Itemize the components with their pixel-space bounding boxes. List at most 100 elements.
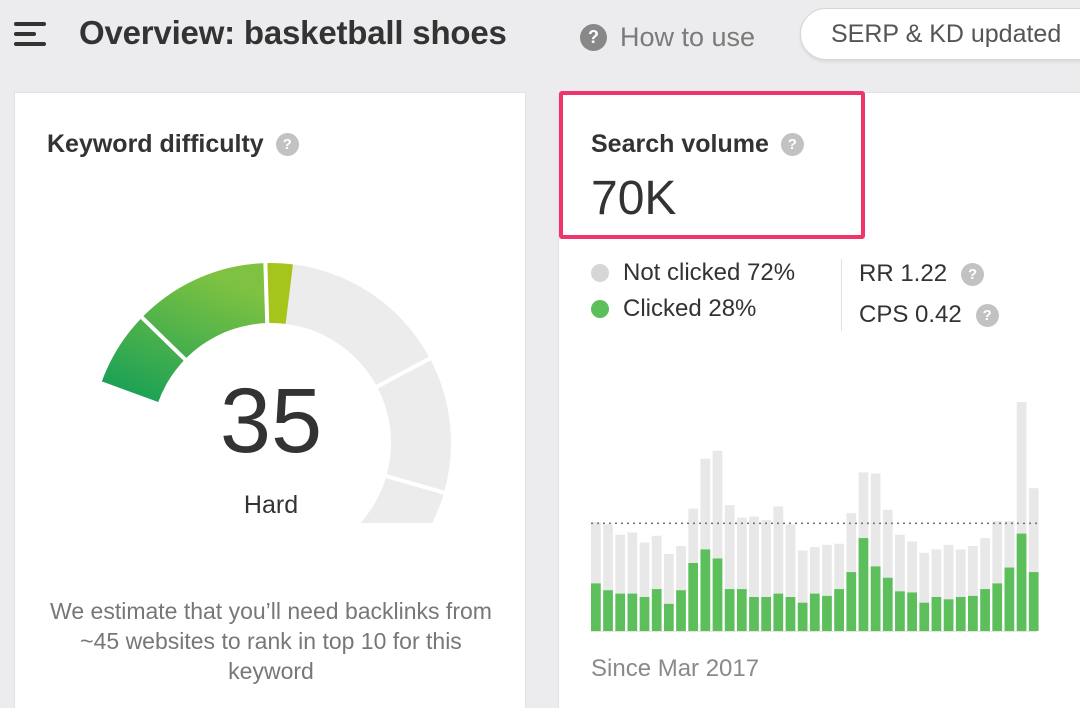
bar-clicked[interactable] bbox=[676, 590, 686, 631]
bar-clicked[interactable] bbox=[724, 589, 735, 631]
bar-not-clicked[interactable] bbox=[603, 524, 613, 591]
search-volume-chart bbox=[591, 402, 1039, 632]
keyword-difficulty-card: Keyword difficulty ? 35 Hard We estimate… bbox=[14, 92, 526, 708]
search-volume-value: 70K bbox=[591, 172, 677, 225]
bar-clicked[interactable] bbox=[785, 597, 796, 631]
bar-clicked[interactable] bbox=[943, 599, 954, 631]
bar-clicked[interactable] bbox=[895, 591, 905, 631]
bar-not-clicked[interactable] bbox=[785, 524, 796, 597]
gauge-separator bbox=[383, 473, 447, 496]
bar-not-clicked[interactable] bbox=[627, 532, 638, 594]
bar-clicked[interactable] bbox=[834, 589, 845, 631]
keyword-difficulty-description: We estimate that you’ll need backlinks f… bbox=[50, 598, 492, 684]
bar-clicked[interactable] bbox=[931, 597, 942, 631]
bar-not-clicked[interactable] bbox=[895, 534, 905, 592]
keyword-difficulty-title: Keyword difficulty bbox=[47, 130, 264, 158]
bar-clicked[interactable] bbox=[846, 572, 857, 631]
bar-clicked[interactable] bbox=[992, 583, 1003, 631]
bar-not-clicked[interactable] bbox=[615, 534, 626, 594]
bar-not-clicked[interactable] bbox=[968, 546, 978, 596]
bar-not-clicked[interactable] bbox=[797, 550, 808, 603]
bar-clicked[interactable] bbox=[919, 602, 930, 631]
bar-not-clicked[interactable] bbox=[749, 516, 759, 597]
search-volume-title: Search volume bbox=[591, 130, 769, 158]
search-volume-heading: Search volume ? bbox=[591, 130, 804, 159]
bar-clicked[interactable] bbox=[809, 593, 820, 631]
bar-clicked[interactable] bbox=[603, 590, 613, 631]
bar-not-clicked[interactable] bbox=[907, 541, 917, 593]
bar-clicked[interactable] bbox=[1016, 533, 1027, 631]
bar-not-clicked[interactable] bbox=[882, 509, 893, 578]
metric-cps: CPS 0.42 ? bbox=[859, 301, 999, 329]
bar-not-clicked[interactable] bbox=[980, 538, 990, 590]
bar-not-clicked[interactable] bbox=[809, 547, 820, 594]
bar-not-clicked[interactable] bbox=[676, 546, 686, 591]
bar-not-clicked[interactable] bbox=[591, 522, 601, 584]
bar-not-clicked[interactable] bbox=[651, 535, 662, 590]
bar-clicked[interactable] bbox=[955, 597, 966, 631]
bar-clicked[interactable] bbox=[749, 597, 759, 631]
bar-clicked[interactable] bbox=[615, 593, 626, 631]
bar-clicked[interactable] bbox=[712, 558, 723, 631]
difficulty-gauge bbox=[101, 261, 451, 523]
bar-not-clicked[interactable] bbox=[931, 549, 942, 597]
bar-clicked[interactable] bbox=[700, 549, 711, 631]
bar-clicked[interactable] bbox=[736, 589, 747, 631]
bar-clicked[interactable] bbox=[591, 583, 601, 631]
menu-icon[interactable] bbox=[14, 22, 46, 50]
legend-not-clicked: Not clicked 72% bbox=[591, 259, 795, 287]
bar-clicked[interactable] bbox=[882, 577, 893, 631]
bar-clicked[interactable] bbox=[858, 538, 869, 631]
bar-clicked[interactable] bbox=[1028, 572, 1039, 631]
bar-clicked[interactable] bbox=[822, 595, 832, 631]
help-icon[interactable]: ? bbox=[780, 133, 804, 156]
bar-not-clicked[interactable] bbox=[639, 542, 650, 597]
bar-clicked[interactable] bbox=[907, 592, 917, 631]
bar-not-clicked[interactable] bbox=[1016, 402, 1027, 534]
bar-not-clicked[interactable] bbox=[688, 508, 699, 563]
bar-not-clicked[interactable] bbox=[1004, 521, 1015, 568]
bar-clicked[interactable] bbox=[797, 602, 808, 631]
gauge-separator bbox=[374, 355, 433, 390]
bar-not-clicked[interactable] bbox=[663, 553, 674, 604]
gauge-separator bbox=[263, 261, 270, 326]
gauge-fill-tip bbox=[265, 263, 293, 324]
bar-not-clicked[interactable] bbox=[724, 505, 735, 590]
bar-not-clicked[interactable] bbox=[761, 519, 772, 597]
bar-clicked[interactable] bbox=[773, 593, 784, 631]
bar-clicked[interactable] bbox=[1004, 567, 1015, 631]
bar-not-clicked[interactable] bbox=[1028, 488, 1039, 573]
bar-clicked[interactable] bbox=[870, 566, 881, 631]
bar-not-clicked[interactable] bbox=[712, 450, 723, 559]
help-icon[interactable]: ? bbox=[961, 262, 985, 286]
not-clicked-label: Not clicked 72% bbox=[623, 259, 796, 286]
serp-kd-updated-button[interactable]: SERP & KD updated bbox=[800, 8, 1080, 60]
bar-clicked[interactable] bbox=[663, 603, 674, 631]
bar-not-clicked[interactable] bbox=[773, 506, 784, 594]
how-to-use-label: How to use bbox=[620, 22, 756, 52]
bar-clicked[interactable] bbox=[688, 563, 699, 631]
bar-not-clicked[interactable] bbox=[919, 552, 930, 603]
green-dot-icon bbox=[591, 300, 609, 318]
bar-not-clicked[interactable] bbox=[858, 472, 869, 539]
bar-not-clicked[interactable] bbox=[955, 549, 966, 597]
search-volume-highlight bbox=[559, 91, 865, 239]
bar-not-clicked[interactable] bbox=[846, 513, 857, 573]
bar-clicked[interactable] bbox=[980, 589, 990, 631]
help-icon[interactable]: ? bbox=[275, 133, 299, 156]
how-to-use-link[interactable]: ? How to use bbox=[580, 22, 755, 53]
bar-clicked[interactable] bbox=[651, 589, 662, 631]
bar-not-clicked[interactable] bbox=[822, 544, 832, 596]
bar-clicked[interactable] bbox=[627, 593, 638, 631]
bar-clicked[interactable] bbox=[761, 597, 772, 631]
bar-not-clicked[interactable] bbox=[700, 458, 711, 550]
help-icon[interactable]: ? bbox=[975, 303, 999, 327]
bar-clicked[interactable] bbox=[639, 597, 650, 631]
bar-not-clicked[interactable] bbox=[943, 544, 954, 600]
bar-clicked[interactable] bbox=[968, 595, 978, 631]
bar-not-clicked[interactable] bbox=[834, 543, 845, 590]
cps-label: CPS 0.42 bbox=[859, 301, 962, 328]
bar-not-clicked[interactable] bbox=[992, 521, 1003, 584]
bar-not-clicked[interactable] bbox=[870, 473, 881, 567]
bar-not-clicked[interactable] bbox=[736, 517, 747, 590]
